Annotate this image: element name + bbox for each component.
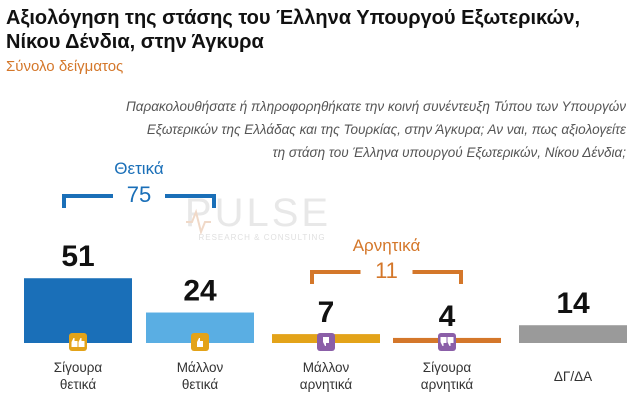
- watermark-logo-text: PULSE: [185, 191, 331, 235]
- group-label: Θετικά: [114, 159, 164, 178]
- double-thumbs-up-icon: [69, 333, 87, 351]
- category-label: αρνητικά: [300, 377, 353, 392]
- data-label: 4: [439, 300, 456, 333]
- category-label: Μάλλον: [177, 360, 224, 375]
- category-label: Σίγουρα: [54, 360, 103, 375]
- group-total-label: 75: [127, 182, 151, 207]
- survey-question: Παρακολουθήσατε ή πληροφορηθήκατε την κο…: [66, 95, 626, 164]
- group-label: Αρνητικά: [353, 236, 421, 255]
- bar: [519, 325, 627, 343]
- bracket-line: [310, 270, 463, 284]
- bracket-line: [62, 194, 216, 208]
- survey-question-line: Παρακολουθήσατε ή πληροφορηθήκατε την κο…: [125, 99, 626, 114]
- watermark-tagline: RESEARCH & CONSULTING: [198, 233, 325, 242]
- bar-group: 51 Σίγουρα θετικά: [24, 240, 132, 392]
- bar: [24, 278, 132, 343]
- pulse-wave-icon: [186, 208, 211, 236]
- bar-group: 14 ΔΓ/ΔΑ: [519, 287, 627, 384]
- group-bracket: Θετικά 75: [62, 159, 216, 208]
- category-label: ΔΓ/ΔΑ: [554, 369, 592, 384]
- group-total-label: 11: [375, 258, 398, 283]
- thumbs-down-icon: [317, 333, 335, 351]
- bar-group: 7 Μάλλον αρνητικά: [272, 296, 380, 392]
- bar-group: 24 Μάλλον θετικά: [146, 275, 254, 392]
- survey-question-line: τη στάση του Έλληνα υπουργού Εξωτερικών,…: [272, 145, 626, 160]
- data-label: 24: [183, 275, 217, 308]
- category-label: Μάλλον: [303, 360, 350, 375]
- category-label: θετικά: [182, 377, 218, 392]
- chart-title: Αξιολόγηση της στάσης του Έλληνα Υπουργο…: [6, 7, 581, 53]
- bar-group: 4 Σίγουρα αρνητικά: [393, 300, 501, 392]
- category-label: αρνητικά: [421, 377, 474, 392]
- data-label: 7: [318, 296, 335, 329]
- thumbs-up-icon: [191, 333, 209, 351]
- data-label: 14: [556, 287, 590, 320]
- category-label: Σίγουρα: [423, 360, 472, 375]
- double-thumbs-down-icon: [438, 333, 456, 351]
- survey-question-line: Εξωτερικών της Ελλάδας και της Τουρκίας,…: [146, 122, 626, 137]
- category-label: θετικά: [60, 377, 96, 392]
- chart-subtitle: Σύνολο δείγματος: [6, 58, 124, 75]
- group-bracket: Αρνητικά 11: [310, 236, 463, 284]
- data-label: 51: [61, 240, 94, 273]
